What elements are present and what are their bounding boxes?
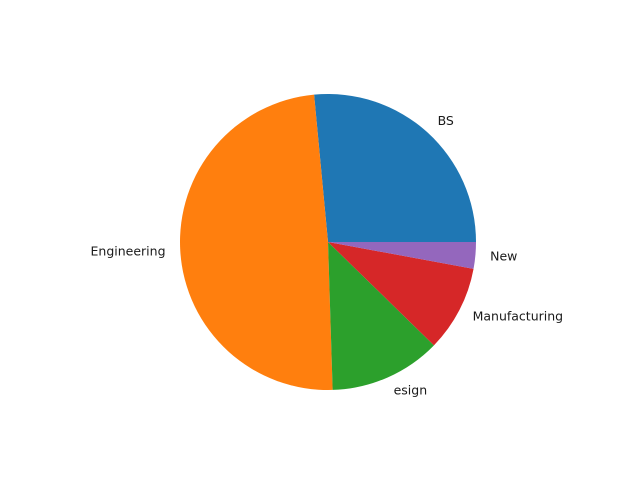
pie-label-2: esign <box>394 383 428 398</box>
pie-slice-3 <box>328 242 474 346</box>
pie-slice-4 <box>328 242 476 269</box>
pie-slices <box>180 94 476 390</box>
pie-slice-1 <box>180 94 333 390</box>
pie-label-3: Manufacturing <box>473 308 564 323</box>
pie-label-1: Engineering <box>91 244 166 259</box>
pie-label-0: BS <box>438 113 454 128</box>
pie-label-4: New <box>490 248 517 263</box>
pie-slice-0 <box>314 94 476 243</box>
pie-labels: BS Engineering esign Manufacturing New <box>91 113 564 397</box>
pie-slice-2 <box>328 242 434 390</box>
